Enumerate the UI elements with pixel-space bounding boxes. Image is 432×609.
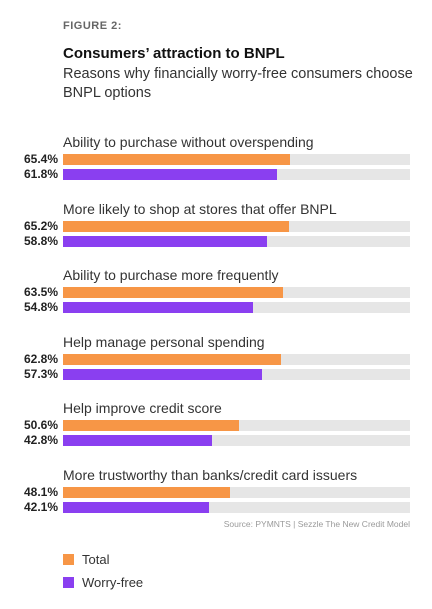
category-label: Ability to purchase more frequently [63, 267, 279, 283]
data-label-worry-free: 42.1% [23, 499, 58, 514]
category-label: Help manage personal spending [63, 333, 265, 350]
bar-track [63, 486, 410, 498]
bar-track [63, 353, 410, 365]
legend-label-total: Total [82, 551, 110, 567]
bar-worry-free [63, 235, 268, 247]
bar-total [63, 353, 281, 365]
legend-label-worry-free: Worry-free [82, 574, 144, 590]
bar-track [63, 435, 410, 446]
bar-worry-free [63, 169, 278, 180]
legend-item-worry-free: Worry-free [63, 574, 144, 590]
legend-swatch-total [63, 553, 74, 565]
data-label-worry-free: 42.8% [23, 433, 58, 447]
bar-track [63, 302, 410, 313]
bar-worry-free [63, 368, 262, 380]
data-label-worry-free: 61.8% [23, 167, 58, 181]
legend-swatch-worry-free [63, 576, 74, 588]
bar-track [63, 420, 410, 431]
data-label-total: 62.8% [23, 351, 58, 366]
bar-total [63, 154, 290, 165]
bar-track [63, 287, 410, 298]
bar-track [63, 169, 410, 180]
data-label-total: 65.4% [23, 152, 58, 166]
data-label-worry-free: 54.8% [23, 300, 58, 314]
bar-worry-free [63, 435, 212, 446]
bar-track [63, 220, 410, 232]
legend-item-total: Total [63, 551, 143, 567]
bar-worry-free [63, 302, 254, 313]
data-label-total: 65.2% [23, 218, 58, 233]
bar-total [63, 220, 290, 232]
bar-track [63, 154, 410, 165]
bar-track [63, 501, 410, 513]
chart-subtitle: Reasons why financially worry-free consu… [63, 66, 413, 101]
category-label: Ability to purchase without overspending [63, 134, 314, 150]
bar-total [63, 287, 284, 298]
bar-track [63, 368, 410, 380]
figure-label: FIGURE 2: [63, 20, 122, 32]
data-label-worry-free: 57.3% [23, 366, 58, 381]
data-label-total: 50.6% [23, 418, 58, 432]
legend: Total Worry-free [63, 552, 143, 598]
bar-track [63, 235, 410, 247]
bar-total [63, 486, 230, 498]
category-label: More trustworthy than banks/credit card … [63, 466, 358, 483]
data-label-total: 63.5% [23, 285, 58, 299]
category-label: Help improve credit score [63, 400, 222, 416]
bar-worry-free [63, 501, 210, 513]
category-label: More likely to shop at stores that offer… [63, 200, 337, 217]
data-label-total: 48.1% [23, 484, 58, 499]
chart-title: Consumers’ attraction to BNPL [63, 45, 285, 62]
source-note: Source: PYMNTS | Sezzle The New Credit M… [223, 519, 410, 529]
bar-total [63, 420, 239, 431]
data-label-worry-free: 58.8% [23, 233, 58, 248]
